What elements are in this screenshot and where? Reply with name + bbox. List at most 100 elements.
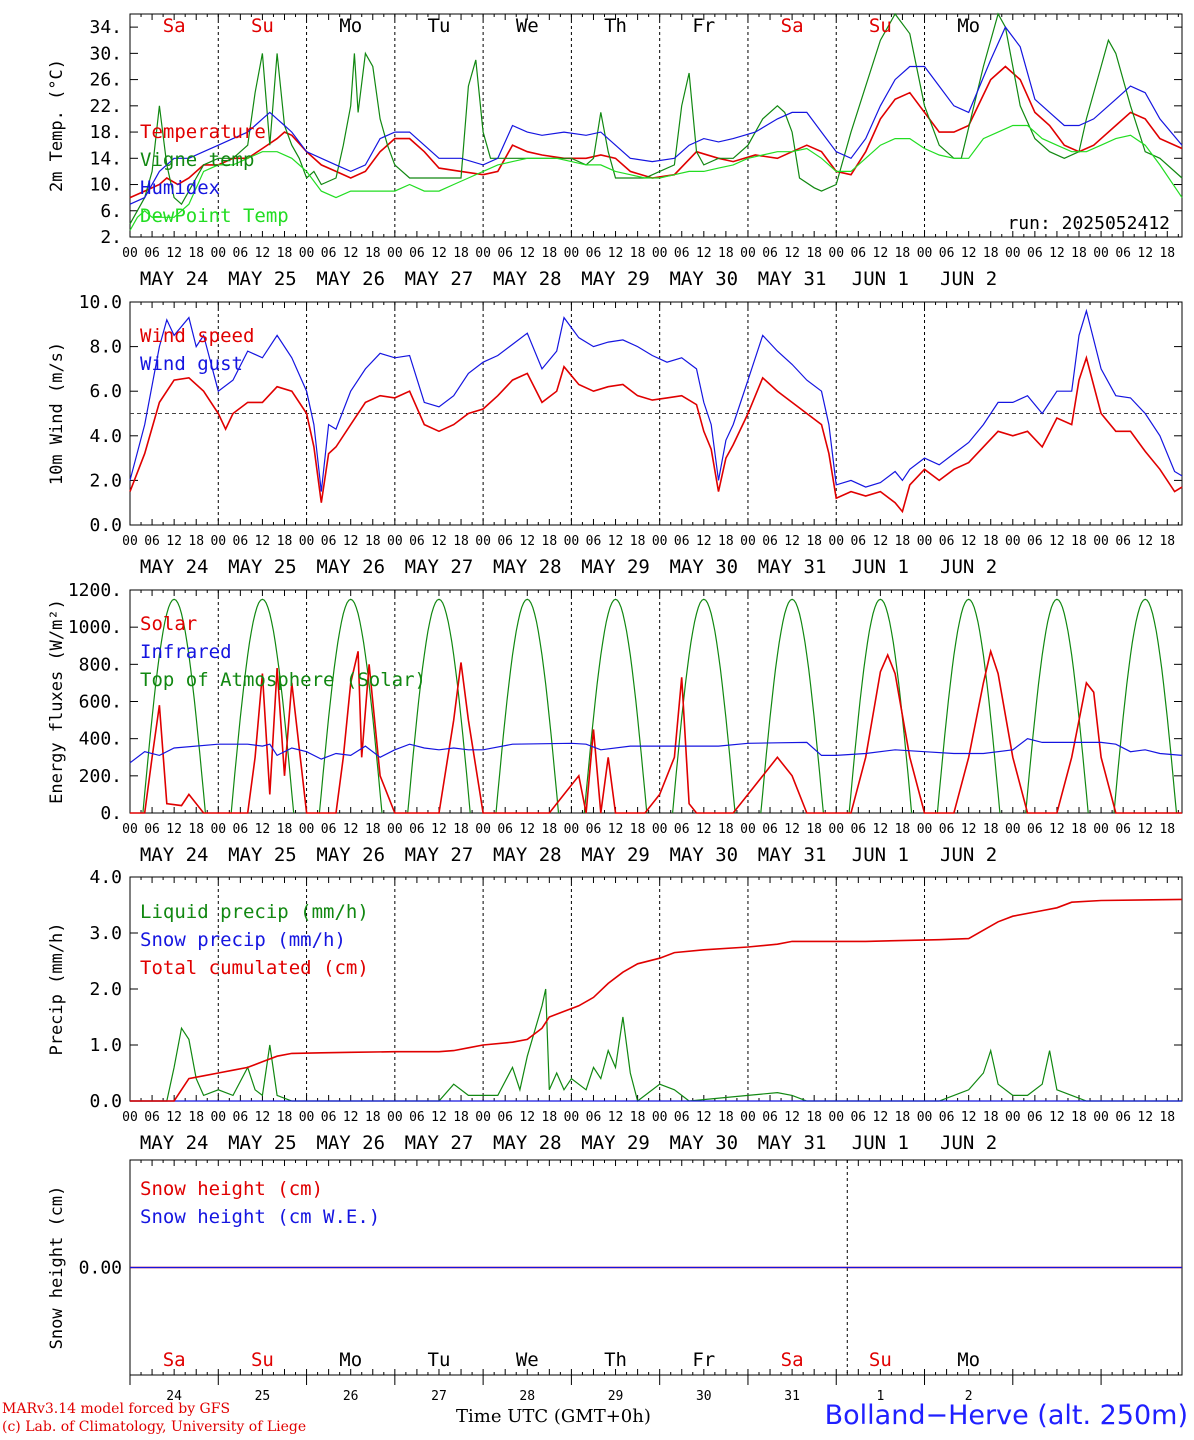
hour-tick-label: 12: [1137, 1110, 1153, 1125]
hour-tick-label: 00: [475, 1110, 491, 1125]
day-number-label: 29: [608, 1389, 624, 1404]
hour-tick-label: 12: [1049, 246, 1065, 261]
hour-tick-label: 00: [1093, 246, 1109, 261]
date-label: MAY 27: [405, 268, 474, 290]
hour-tick-label: 18: [1071, 246, 1087, 261]
toa-solar-line: [230, 598, 295, 814]
day-label-top: Su: [251, 15, 274, 37]
hour-tick-label: 18: [542, 534, 558, 549]
y-tick-label: 4.0: [89, 867, 122, 888]
day-label-top: We: [516, 15, 539, 37]
chart-panel-3: [129, 589, 1183, 814]
hour-tick-label: 12: [343, 534, 359, 549]
series-line-dewpoint-temp: [129, 124, 1183, 231]
hour-tick-label: 12: [255, 822, 271, 837]
toa-solar-line: [936, 598, 1001, 814]
hour-tick-label: 18: [1071, 1110, 1087, 1125]
hour-tick-label: 06: [939, 534, 955, 549]
y-tick-label: 26.: [89, 70, 122, 91]
hour-tick-label: 00: [828, 822, 844, 837]
hour-tick-label: 06: [762, 822, 778, 837]
hour-tick-label: 06: [586, 534, 602, 549]
hour-tick-label: 06: [144, 246, 160, 261]
hour-tick-label: 18: [983, 1110, 999, 1125]
time-label: Time UTC (GMT+0h): [456, 1406, 651, 1427]
day-number-label: 1: [876, 1389, 884, 1404]
day-number-label: 2: [965, 1389, 973, 1404]
date-label: MAY 29: [581, 268, 650, 290]
y-tick-label: 800.: [79, 654, 122, 675]
y-tick-label: 0.: [100, 803, 122, 824]
hour-tick-label: 12: [431, 1110, 447, 1125]
hour-tick-label: 00: [740, 246, 756, 261]
legend-entry: Liquid precip (mm/h): [140, 901, 369, 923]
y-tick-label: 8.0: [89, 337, 122, 358]
hour-tick-label: 12: [608, 1110, 624, 1125]
hour-tick-label: 12: [873, 534, 889, 549]
y-tick-label: 0.00: [79, 1258, 122, 1279]
hour-tick-label: 00: [652, 1110, 668, 1125]
y-tick-label: 10.0: [79, 292, 122, 313]
date-label: MAY 30: [669, 844, 738, 866]
hour-tick-label: 12: [519, 822, 535, 837]
date-label: JUN 1: [852, 1132, 909, 1154]
hour-tick-label: 00: [1005, 1110, 1021, 1125]
hour-tick-label: 06: [321, 246, 337, 261]
hour-tick-label: 18: [188, 1110, 204, 1125]
hour-tick-label: 06: [586, 822, 602, 837]
y-tick-label: 10.: [89, 175, 122, 196]
hour-tick-label: 00: [299, 822, 315, 837]
hour-tick-label: 18: [1159, 534, 1175, 549]
hour-tick-label: 18: [630, 822, 646, 837]
hour-tick-label: 12: [961, 1110, 977, 1125]
date-label: MAY 27: [405, 556, 474, 578]
hour-tick-label: 00: [828, 246, 844, 261]
hour-tick-label: 18: [983, 534, 999, 549]
y-tick-label: 6.: [100, 201, 122, 222]
hour-tick-label: 18: [277, 534, 293, 549]
hour-tick-label: 18: [188, 534, 204, 549]
hour-tick-label: 06: [850, 246, 866, 261]
hour-tick-label: 06: [321, 822, 337, 837]
chart-panel-1: [129, 12, 1183, 238]
hour-tick-label: 18: [365, 534, 381, 549]
date-label: MAY 28: [493, 1132, 562, 1154]
date-label: MAY 24: [140, 1132, 209, 1154]
date-label: MAY 24: [140, 844, 209, 866]
hour-tick-label: 00: [475, 246, 491, 261]
date-label: MAY 25: [228, 268, 297, 290]
hour-tick-label: 00: [652, 822, 668, 837]
hour-tick-label: 12: [784, 534, 800, 549]
hour-tick-label: 06: [497, 246, 513, 261]
hour-tick-label: 00: [122, 1110, 138, 1125]
hour-tick-label: 06: [233, 246, 249, 261]
hour-tick-label: 00: [740, 822, 756, 837]
hour-tick-label: 18: [718, 246, 734, 261]
date-label: MAY 30: [669, 1132, 738, 1154]
y-tick-label: 22.: [89, 96, 122, 117]
day-label-top: Mo: [339, 15, 362, 37]
hour-tick-label: 12: [1137, 534, 1153, 549]
date-label: MAY 26: [316, 1132, 385, 1154]
hour-tick-label: 12: [166, 534, 182, 549]
hour-tick-label: 18: [542, 246, 558, 261]
series-line-liquid-precip-mm-h-: [130, 988, 1182, 1103]
hour-tick-label: 18: [188, 246, 204, 261]
toa-solar-line: [760, 598, 824, 814]
hour-tick-label: 06: [409, 822, 425, 837]
hour-tick-label: 18: [630, 1110, 646, 1125]
toa-solar-line: [407, 598, 471, 814]
hour-tick-label: 06: [939, 1110, 955, 1125]
hour-tick-label: 18: [718, 822, 734, 837]
hour-tick-label: 12: [608, 534, 624, 549]
hour-tick-label: 12: [961, 246, 977, 261]
hour-tick-label: 18: [453, 1110, 469, 1125]
series-line-infrared: [129, 738, 1183, 764]
toa-solar-line: [848, 598, 913, 814]
y-tick-label: 2.0: [89, 979, 122, 1000]
y-tick-label: 0.0: [89, 515, 122, 536]
hour-tick-label: 06: [762, 246, 778, 261]
hour-tick-label: 12: [784, 822, 800, 837]
footer-credits: MARv3.14 model forced by GFS (c) Lab. of…: [2, 1400, 306, 1436]
date-label: MAY 29: [581, 1132, 650, 1154]
